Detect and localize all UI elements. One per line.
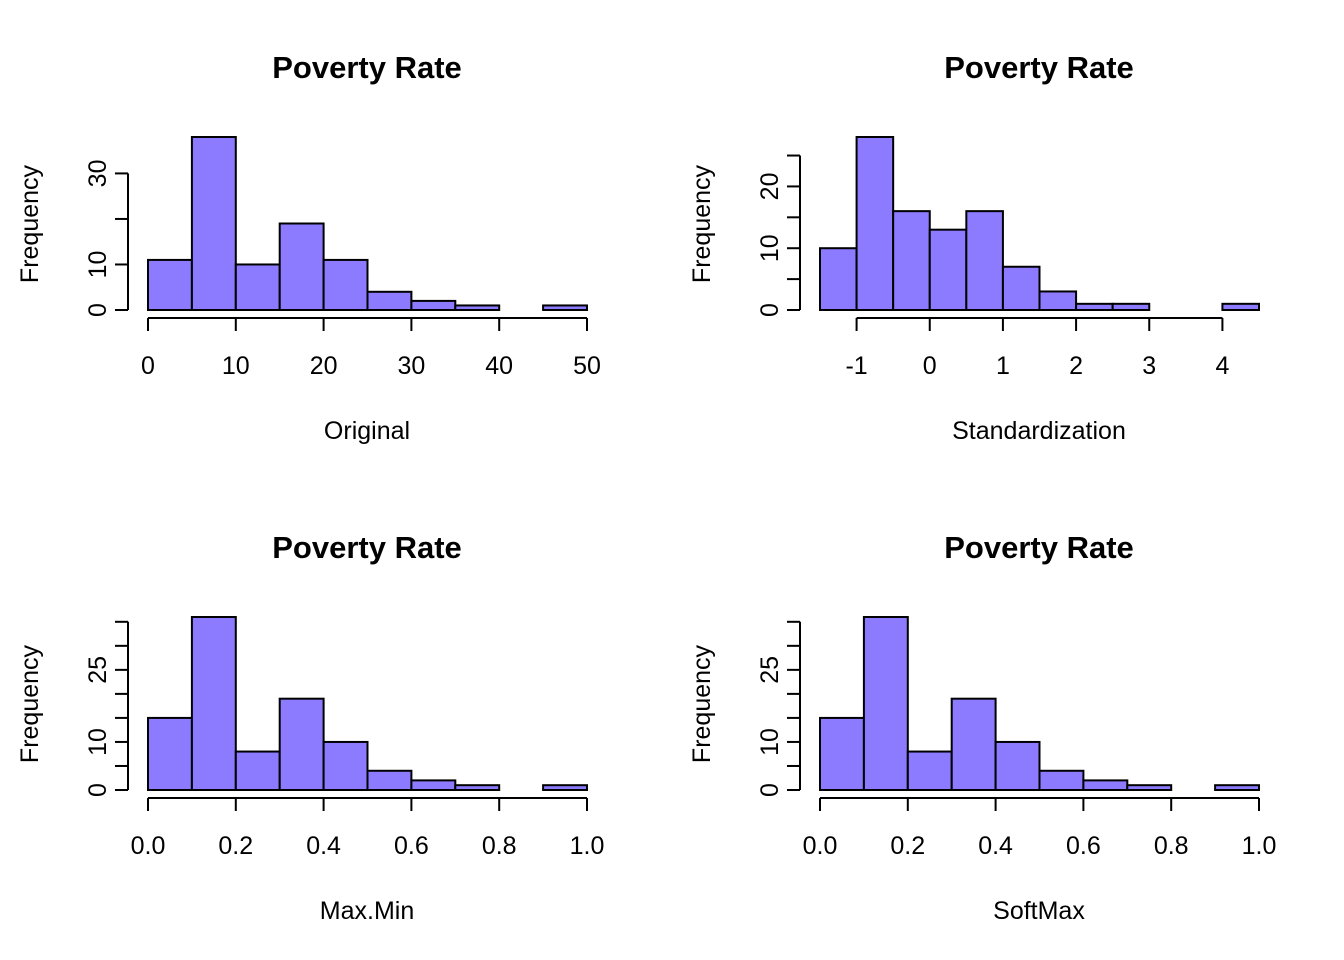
histogram-bar — [965, 210, 1004, 311]
y-tick-label: 10 — [84, 251, 112, 279]
histogram-bar — [542, 304, 588, 311]
x-tick-label: 50 — [573, 352, 601, 380]
histogram-bar — [1126, 784, 1173, 792]
histogram-bar — [322, 740, 369, 792]
histogram-bar — [366, 290, 413, 311]
histogram-bar — [1001, 265, 1041, 311]
histogram-bar — [906, 750, 953, 791]
y-tick-label: 0 — [84, 303, 112, 317]
histogram-bar — [1038, 290, 1078, 312]
x-tick-label: 20 — [310, 352, 338, 380]
x-tick-label: 10 — [222, 352, 250, 380]
histogram-panel-1: Poverty Rate 0 10 20 30 40 50 0 10 30 Original Freq… — [16, 50, 601, 445]
histogram-bar — [950, 697, 997, 792]
x-tick-label: 4 — [1215, 352, 1229, 380]
x-axis-label: Original — [324, 417, 410, 445]
histogram-bar — [322, 258, 369, 311]
y-tick-label: 0 — [756, 783, 784, 797]
chart-title: Poverty Rate — [944, 530, 1134, 565]
y-tick-label: 10 — [756, 728, 784, 756]
histogram-bar — [1082, 779, 1129, 792]
x-tick-label: 0 — [141, 352, 155, 380]
chart-title: Poverty Rate — [272, 530, 462, 565]
histogram-bar — [1214, 784, 1260, 792]
x-tick-label: 0.0 — [803, 832, 838, 860]
y-tick-label: 10 — [756, 234, 784, 262]
x-tick-label: 0.2 — [218, 832, 253, 860]
x-axis-label: SoftMax — [993, 897, 1085, 925]
histogram-panel-2: Poverty Rate -1 0 1 2 3 4 0 10 20 Standardization F… — [688, 50, 1260, 445]
y-axis-label: Frequency — [688, 644, 716, 763]
x-tick-label: 40 — [485, 352, 513, 380]
x-tick-label: -1 — [845, 352, 867, 380]
x-tick-label: 1 — [996, 352, 1010, 380]
histogram-bar — [994, 740, 1041, 792]
x-tick-label: 0 — [923, 352, 937, 380]
histogram-bar — [410, 299, 457, 312]
y-axis-label: Frequency — [16, 164, 44, 283]
x-tick-label: 0.8 — [482, 832, 517, 860]
x-axis-label: Max.Min — [320, 897, 414, 925]
x-tick-label: 0.6 — [1066, 832, 1101, 860]
histogram-panel-4: Poverty Rate 0.0 0.2 0.4 0.6 0.8 1.0 0 10 25 SoftM… — [688, 530, 1276, 925]
x-tick-label: 0.0 — [131, 832, 166, 860]
histogram-bar — [1075, 302, 1114, 312]
y-tick-label: 30 — [84, 160, 112, 188]
x-tick-label: 0.8 — [1154, 832, 1189, 860]
histogram-bar — [862, 616, 909, 791]
histogram-bar — [928, 228, 968, 311]
histogram-bar — [819, 716, 865, 792]
x-tick-label: 1.0 — [1242, 832, 1277, 860]
histogram-bar — [1038, 769, 1085, 791]
histogram-bar — [454, 304, 501, 311]
histogram-bar — [454, 784, 501, 792]
histogram-bar — [1111, 302, 1151, 312]
x-tick-label: 0.4 — [306, 832, 341, 860]
y-tick-label: 25 — [84, 656, 112, 684]
x-tick-label: 0.2 — [890, 832, 925, 860]
histogram-bar — [855, 136, 895, 311]
y-tick-label: 0 — [756, 303, 784, 317]
y-axis-label: Frequency — [688, 164, 716, 283]
histogram-bar — [190, 136, 237, 311]
histogram-bar — [819, 247, 858, 311]
histogram-bar — [234, 263, 281, 312]
x-tick-label: 2 — [1069, 352, 1083, 380]
x-tick-label: 1.0 — [570, 832, 605, 860]
x-tick-label: 0.4 — [978, 832, 1013, 860]
histogram-bar — [278, 697, 325, 792]
histogram-bar — [190, 616, 237, 791]
histogram-bar — [542, 784, 588, 792]
histogram-bar — [147, 258, 193, 311]
chart-title: Poverty Rate — [272, 50, 462, 85]
histogram-bar — [410, 779, 457, 792]
chart-title: Poverty Rate — [944, 50, 1134, 85]
x-tick-label: 30 — [397, 352, 425, 380]
histogram-bar — [1221, 302, 1260, 312]
y-tick-label: 25 — [756, 656, 784, 684]
x-tick-label: 3 — [1142, 352, 1156, 380]
histogram-bar — [892, 210, 931, 311]
y-tick-label: 0 — [84, 783, 112, 797]
y-axis-label: Frequency — [16, 644, 44, 763]
y-tick-label: 10 — [84, 728, 112, 756]
histogram-bar — [278, 222, 325, 311]
x-axis-label: Standardization — [952, 417, 1126, 445]
histogram-panel-3: Poverty Rate 0.0 0.2 0.4 0.6 0.8 1.0 0 10 25 Max.M… — [16, 530, 604, 925]
x-tick-label: 0.6 — [394, 832, 429, 860]
y-tick-label: 20 — [756, 173, 784, 201]
histogram-bar — [147, 716, 193, 792]
histogram-bar — [234, 750, 281, 791]
histogram-bar — [366, 769, 413, 791]
